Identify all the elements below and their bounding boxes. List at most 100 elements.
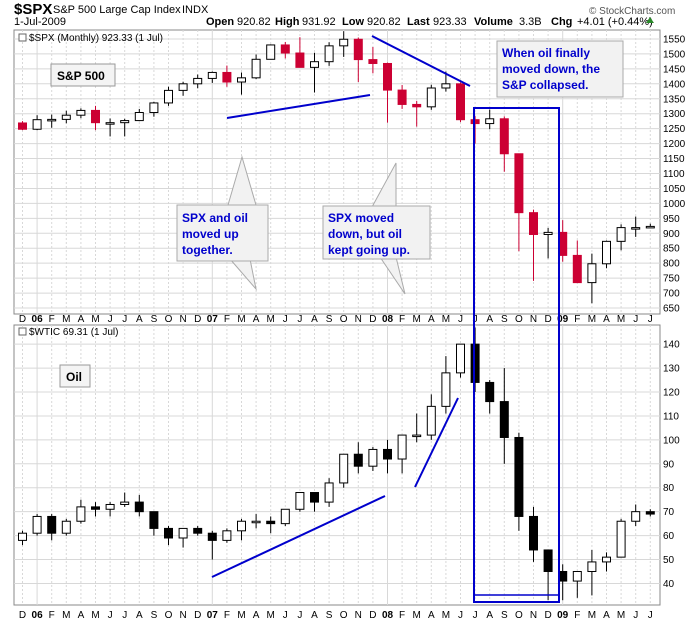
x-tick-label: M xyxy=(237,610,245,621)
callout-diverge-line-2: down, but oil xyxy=(328,227,402,241)
spx-candle xyxy=(266,44,276,60)
high-value: 931.92 xyxy=(302,16,336,28)
x-tick-label: J xyxy=(458,610,463,621)
x-tick-label: S xyxy=(501,610,508,621)
callout-collapse-line-3: S&P collapsed. xyxy=(502,78,588,92)
candle-body xyxy=(631,511,641,522)
spx-y-tick: 1500 xyxy=(663,49,686,60)
spx-candles xyxy=(18,31,655,304)
spx-candle xyxy=(631,216,641,237)
x-tick-label: A xyxy=(486,610,493,621)
candle-body xyxy=(631,227,641,230)
spx-candle xyxy=(105,118,115,137)
oil-legend-text: $WTIC 69.31 (1 Jul) xyxy=(29,327,118,338)
x-tick-label: N xyxy=(355,610,362,621)
oil-candle xyxy=(207,530,217,560)
spx-candle xyxy=(310,52,319,93)
volume-label: Volume xyxy=(474,16,513,28)
spx-candle xyxy=(353,37,363,83)
oil-candle xyxy=(164,526,173,546)
candle-body xyxy=(587,561,597,572)
oil-candle xyxy=(397,434,407,474)
spx-candle xyxy=(397,85,407,109)
candle-body xyxy=(32,119,42,130)
oil-candle xyxy=(631,504,641,527)
x-tick-label: S xyxy=(151,314,158,325)
x-tick-label: M xyxy=(442,314,450,325)
x-tick-label: J xyxy=(648,610,653,621)
y-axis-labels: 650 700 750 800 850 900 950 1000 1050 1100 1150 120… xyxy=(663,34,686,589)
x-tick-label: 06 xyxy=(32,314,44,325)
x-tick-label: J xyxy=(108,314,113,325)
spx-candle xyxy=(120,118,130,137)
x-tick-label: J xyxy=(122,314,127,325)
oil-candle xyxy=(237,518,246,541)
x-tick-label: A xyxy=(136,314,143,325)
x-tick-label: D xyxy=(19,314,26,325)
candle-body xyxy=(61,114,71,120)
candle-body xyxy=(543,549,553,572)
candle-body xyxy=(456,343,465,374)
x-tick-label: J xyxy=(122,610,127,621)
oil-y-tick: 80 xyxy=(663,483,675,494)
candle-body xyxy=(280,508,290,525)
volume-value: 3.3B xyxy=(519,16,542,28)
candle-body xyxy=(76,109,86,116)
spx-y-tick: 650 xyxy=(663,304,680,315)
spx-candle xyxy=(164,86,173,106)
index-name: S&P 500 Large Cap Index xyxy=(53,4,181,16)
x-axis-labels: D 06 F M A M J J A S O N D 07 F M A M J J A S O N D 08 F M A M J J A S O N D… xyxy=(19,314,653,621)
spx-candle xyxy=(412,100,422,127)
oil-y-tick: 40 xyxy=(663,579,675,590)
candle-body xyxy=(587,263,597,284)
chg-label: Chg xyxy=(551,16,572,28)
candle-body xyxy=(295,492,305,510)
x-tick-label: S xyxy=(501,314,508,325)
candle-body xyxy=(485,381,495,403)
candle-body xyxy=(470,343,480,383)
x-tick-label: J xyxy=(473,610,478,621)
spx-candle xyxy=(251,54,261,80)
oil-candle xyxy=(456,343,465,378)
spx-candle xyxy=(280,41,290,59)
candle-body xyxy=(339,453,349,484)
x-tick-label: 08 xyxy=(382,610,394,621)
callout-collapse-line-1: When oil finally xyxy=(502,46,590,60)
candle-body xyxy=(149,511,159,529)
candle-body xyxy=(18,122,27,130)
spx-y-tick: 1150 xyxy=(663,154,685,165)
last-label: Last xyxy=(407,16,430,28)
spx-candle xyxy=(645,223,655,229)
x-tick-label: M xyxy=(588,610,596,621)
candle-body xyxy=(397,434,407,460)
x-tick-label: M xyxy=(91,610,99,621)
spx-candle xyxy=(47,114,57,128)
spx-candle xyxy=(499,116,509,172)
quote-date: 1-Jul-2009 xyxy=(14,16,66,28)
spx-downtrend-line xyxy=(371,35,471,87)
x-tick-label: J xyxy=(633,610,638,621)
spx-y-tick: 900 xyxy=(663,229,680,240)
x-tick-label: M xyxy=(91,314,99,325)
oil-candle xyxy=(368,447,378,471)
oil-candle xyxy=(310,492,319,512)
candle-body xyxy=(105,122,115,125)
oil-candle xyxy=(91,502,100,517)
candle-body xyxy=(178,527,188,539)
x-tick-label: N xyxy=(179,314,186,325)
candle-body xyxy=(193,77,203,85)
spx-y-tick: 950 xyxy=(663,214,680,225)
open-label: Open xyxy=(206,16,234,28)
oil-y-tick: 60 xyxy=(663,531,675,542)
x-tick-label: M xyxy=(267,610,275,621)
callout-together-line-1: SPX and oil xyxy=(182,211,248,225)
x-tick-label: M xyxy=(237,314,245,325)
x-tick-label: A xyxy=(78,314,85,325)
spx-y-tick: 1250 xyxy=(663,124,686,135)
last-value: 923.33 xyxy=(433,16,467,28)
x-tick-label: D xyxy=(544,314,551,325)
x-tick-label: J xyxy=(458,314,463,325)
candle-body xyxy=(237,520,246,532)
open-value: 920.82 xyxy=(237,16,271,28)
oil-candle xyxy=(222,528,232,543)
